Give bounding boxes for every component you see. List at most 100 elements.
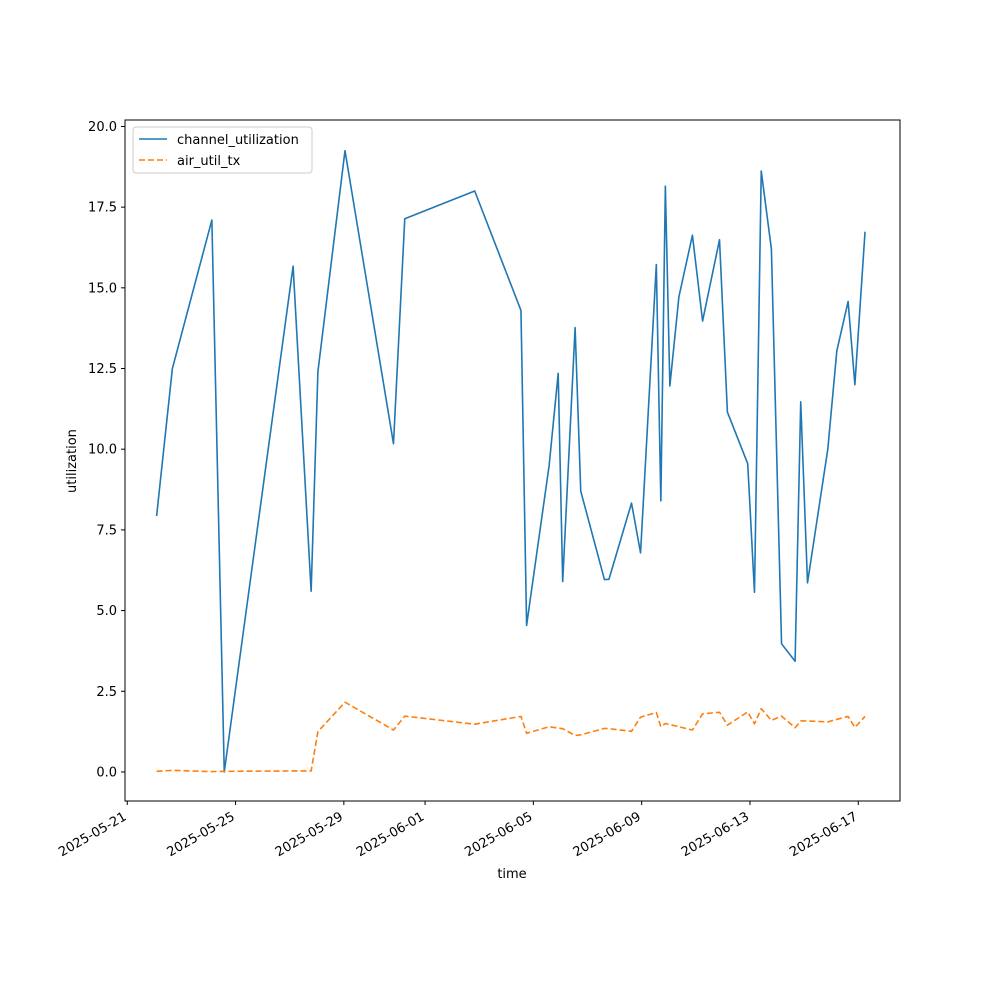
y-tick-label: 12.5 <box>88 362 117 377</box>
y-tick-label: 0.0 <box>96 765 117 780</box>
data-point-air-util-tx <box>310 770 312 772</box>
data-point-channel-utilization <box>310 590 312 592</box>
data-point-air-util-tx <box>701 713 703 715</box>
x-axis-label: time <box>497 867 526 882</box>
y-tick-label: 17.5 <box>88 201 117 216</box>
data-point-air-util-tx <box>292 770 294 772</box>
data-point-channel-utilization <box>780 643 782 645</box>
data-point-channel-utilization <box>392 443 394 445</box>
data-point-air-util-tx <box>864 715 866 717</box>
data-point-channel-utilization <box>211 219 213 221</box>
data-point-air-util-tx <box>557 727 559 729</box>
data-point-channel-utilization <box>608 578 610 580</box>
data-point-channel-utilization <box>155 515 157 517</box>
data-point-channel-utilization <box>854 383 856 385</box>
data-point-channel-utilization <box>630 502 632 504</box>
data-point-channel-utilization <box>678 296 680 298</box>
legend-box <box>132 126 313 174</box>
data-point-channel-utilization <box>664 185 666 187</box>
series-line-air-util-tx <box>156 701 866 773</box>
data-point-channel-utilization <box>603 578 605 580</box>
data-point-air-util-tx <box>726 724 728 726</box>
data-point-channel-utilization <box>171 367 173 369</box>
y-tick-label: 20.0 <box>88 120 117 135</box>
data-point-air-util-tx <box>223 770 225 772</box>
data-point-channel-utilization <box>525 624 527 626</box>
data-point-channel-utilization <box>847 300 849 302</box>
series-line-channel-utilization <box>155 149 866 773</box>
data-point-channel-utilization <box>574 326 576 328</box>
y-tick-label: 7.5 <box>96 523 117 538</box>
data-point-air-util-tx <box>639 716 641 718</box>
data-point-channel-utilization <box>669 385 671 387</box>
data-point-channel-utilization <box>474 190 476 192</box>
data-point-air-util-tx <box>574 734 576 736</box>
data-point-air-util-tx <box>780 715 782 717</box>
data-point-air-util-tx <box>836 718 838 720</box>
data-point-channel-utilization <box>548 464 550 466</box>
data-point-air-util-tx <box>747 711 749 713</box>
data-point-channel-utilization <box>691 234 693 236</box>
data-point-air-util-tx <box>608 728 610 730</box>
y-tick-label: 2.5 <box>96 685 117 700</box>
data-point-channel-utilization <box>726 411 728 413</box>
data-point-air-util-tx <box>211 770 213 772</box>
data-point-channel-utilization <box>836 350 838 352</box>
data-point-air-util-tx <box>562 728 564 730</box>
data-point-channel-utilization <box>639 552 641 554</box>
data-point-channel-utilization <box>718 239 720 241</box>
data-point-air-util-tx <box>171 769 173 771</box>
data-point-air-util-tx <box>854 726 856 728</box>
data-point-air-util-tx <box>806 720 808 722</box>
data-point-air-util-tx <box>794 727 796 729</box>
data-point-air-util-tx <box>404 715 406 717</box>
data-point-channel-utilization <box>747 463 749 465</box>
data-point-channel-utilization <box>562 580 564 582</box>
data-point-channel-utilization <box>317 371 319 373</box>
data-point-air-util-tx <box>655 711 657 713</box>
data-point-channel-utilization <box>660 500 662 502</box>
data-point-channel-utilization <box>806 582 808 584</box>
data-point-air-util-tx <box>520 715 522 717</box>
data-point-channel-utilization <box>557 372 559 374</box>
y-tick-label: 10.0 <box>88 443 117 458</box>
data-point-air-util-tx <box>580 734 582 736</box>
data-point-air-util-tx <box>691 729 693 731</box>
data-point-channel-utilization <box>800 401 802 403</box>
data-point-channel-utilization <box>701 320 703 322</box>
data-point-channel-utilization <box>770 248 772 250</box>
data-point-air-util-tx <box>525 732 527 734</box>
data-point-air-util-tx <box>827 721 829 723</box>
data-point-channel-utilization <box>580 490 582 492</box>
series-layer <box>155 149 866 773</box>
data-point-air-util-tx <box>678 726 680 728</box>
data-point-air-util-tx <box>344 701 346 703</box>
data-point-air-util-tx <box>548 726 550 728</box>
data-point-air-util-tx <box>603 727 605 729</box>
y-axis-label: utilization <box>65 429 80 493</box>
data-point-air-util-tx <box>664 722 666 724</box>
y-tick-label: 5.0 <box>96 604 117 619</box>
data-point-channel-utilization <box>794 660 796 662</box>
data-point-channel-utilization <box>520 309 522 311</box>
data-point-air-util-tx <box>800 720 802 722</box>
data-point-air-util-tx <box>155 770 157 772</box>
data-point-air-util-tx <box>660 726 662 728</box>
data-point-channel-utilization <box>344 149 346 151</box>
data-point-channel-utilization <box>760 170 762 172</box>
data-point-air-util-tx <box>474 723 476 725</box>
data-point-air-util-tx <box>753 723 755 725</box>
data-point-channel-utilization <box>404 218 406 220</box>
data-point-channel-utilization <box>655 263 657 265</box>
data-point-air-util-tx <box>718 711 720 713</box>
y-tick-label: 15.0 <box>88 281 117 296</box>
data-point-air-util-tx <box>317 730 319 732</box>
data-point-air-util-tx <box>630 730 632 732</box>
data-point-air-util-tx <box>847 715 849 717</box>
data-point-air-util-tx <box>669 723 671 725</box>
data-point-channel-utilization <box>864 230 866 232</box>
data-point-channel-utilization <box>827 448 829 450</box>
legend-label-air-util-tx: air_util_tx <box>177 154 241 169</box>
data-point-channel-utilization <box>753 591 755 593</box>
